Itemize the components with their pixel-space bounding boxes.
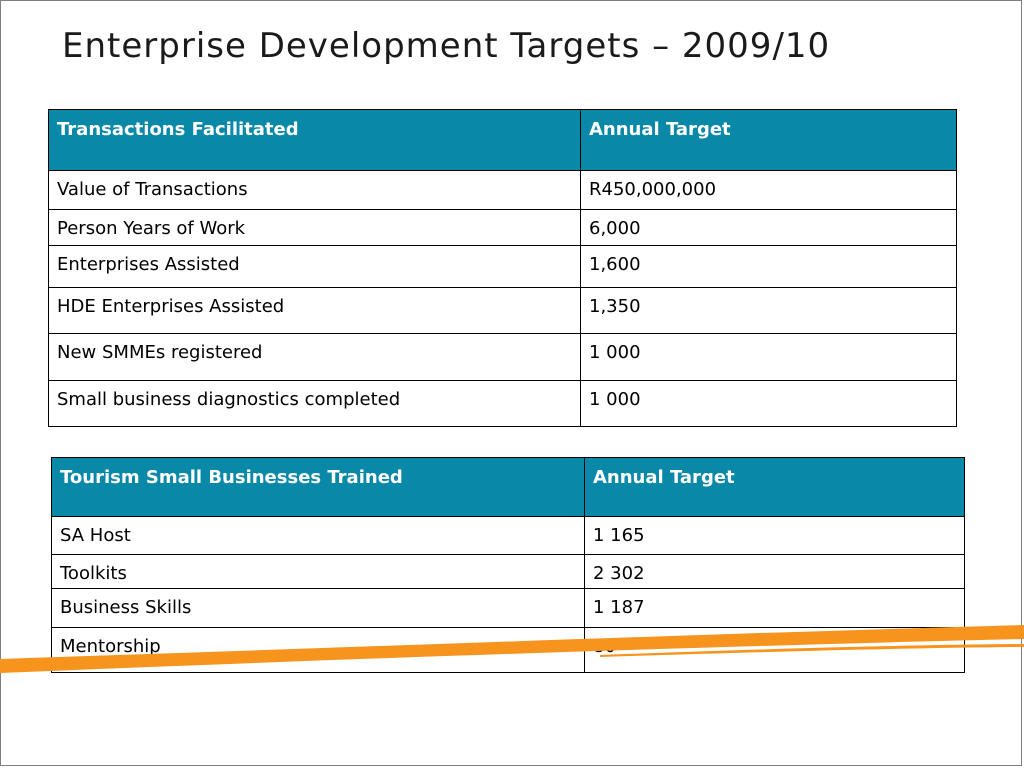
- column-header: Annual Target: [584, 457, 965, 517]
- table-cell-label: Enterprises Assisted: [48, 245, 581, 288]
- table-row: Small business diagnostics completed 1 0…: [48, 380, 957, 427]
- table-row: HDE Enterprises Assisted 1,350: [48, 287, 957, 334]
- column-header: Tourism Small Businesses Trained: [51, 457, 585, 517]
- table-header-row: Tourism Small Businesses Trained Annual …: [51, 457, 965, 517]
- table-row: Mentorship 80: [51, 627, 965, 673]
- table-cell-label: SA Host: [51, 516, 585, 555]
- table-cell-label: Small business diagnostics completed: [48, 380, 581, 427]
- table-cell-label: HDE Enterprises Assisted: [48, 287, 581, 334]
- table-cell-value: 6,000: [580, 209, 957, 246]
- table-header-row: Transactions Facilitated Annual Target: [48, 109, 957, 171]
- table-row: Enterprises Assisted 1,600: [48, 245, 957, 288]
- table-cell-value: 1 165: [584, 516, 965, 555]
- tourism-training-table: Tourism Small Businesses Trained Annual …: [51, 457, 965, 673]
- table-cell-value: 1 000: [580, 333, 957, 381]
- table-cell-label: New SMMEs registered: [48, 333, 581, 381]
- table-row: Business Skills 1 187: [51, 588, 965, 628]
- column-header: Annual Target: [580, 109, 957, 171]
- table-cell-value: 1 000: [580, 380, 957, 427]
- table-cell-value: R450,000,000: [580, 170, 957, 210]
- table-cell-value: 80: [584, 627, 965, 673]
- table-row: SA Host 1 165: [51, 516, 965, 555]
- table-row: Person Years of Work 6,000: [48, 209, 957, 246]
- table-cell-label: Toolkits: [51, 554, 585, 589]
- slide-title: Enterprise Development Targets – 2009/10: [62, 26, 831, 66]
- table-cell-label: Value of Transactions: [48, 170, 581, 210]
- table-cell-value: 1,600: [580, 245, 957, 288]
- table-row: Toolkits 2 302: [51, 554, 965, 589]
- table-cell-value: 2 302: [584, 554, 965, 589]
- table-cell-value: 1 187: [584, 588, 965, 628]
- transactions-table: Transactions Facilitated Annual Target V…: [48, 109, 957, 427]
- table-cell-label: Person Years of Work: [48, 209, 581, 246]
- table-row: New SMMEs registered 1 000: [48, 333, 957, 381]
- table-row: Value of Transactions R450,000,000: [48, 170, 957, 210]
- column-header: Transactions Facilitated: [48, 109, 581, 171]
- table-cell-value: 1,350: [580, 287, 957, 334]
- table-cell-label: Business Skills: [51, 588, 585, 628]
- table-cell-label: Mentorship: [51, 627, 585, 673]
